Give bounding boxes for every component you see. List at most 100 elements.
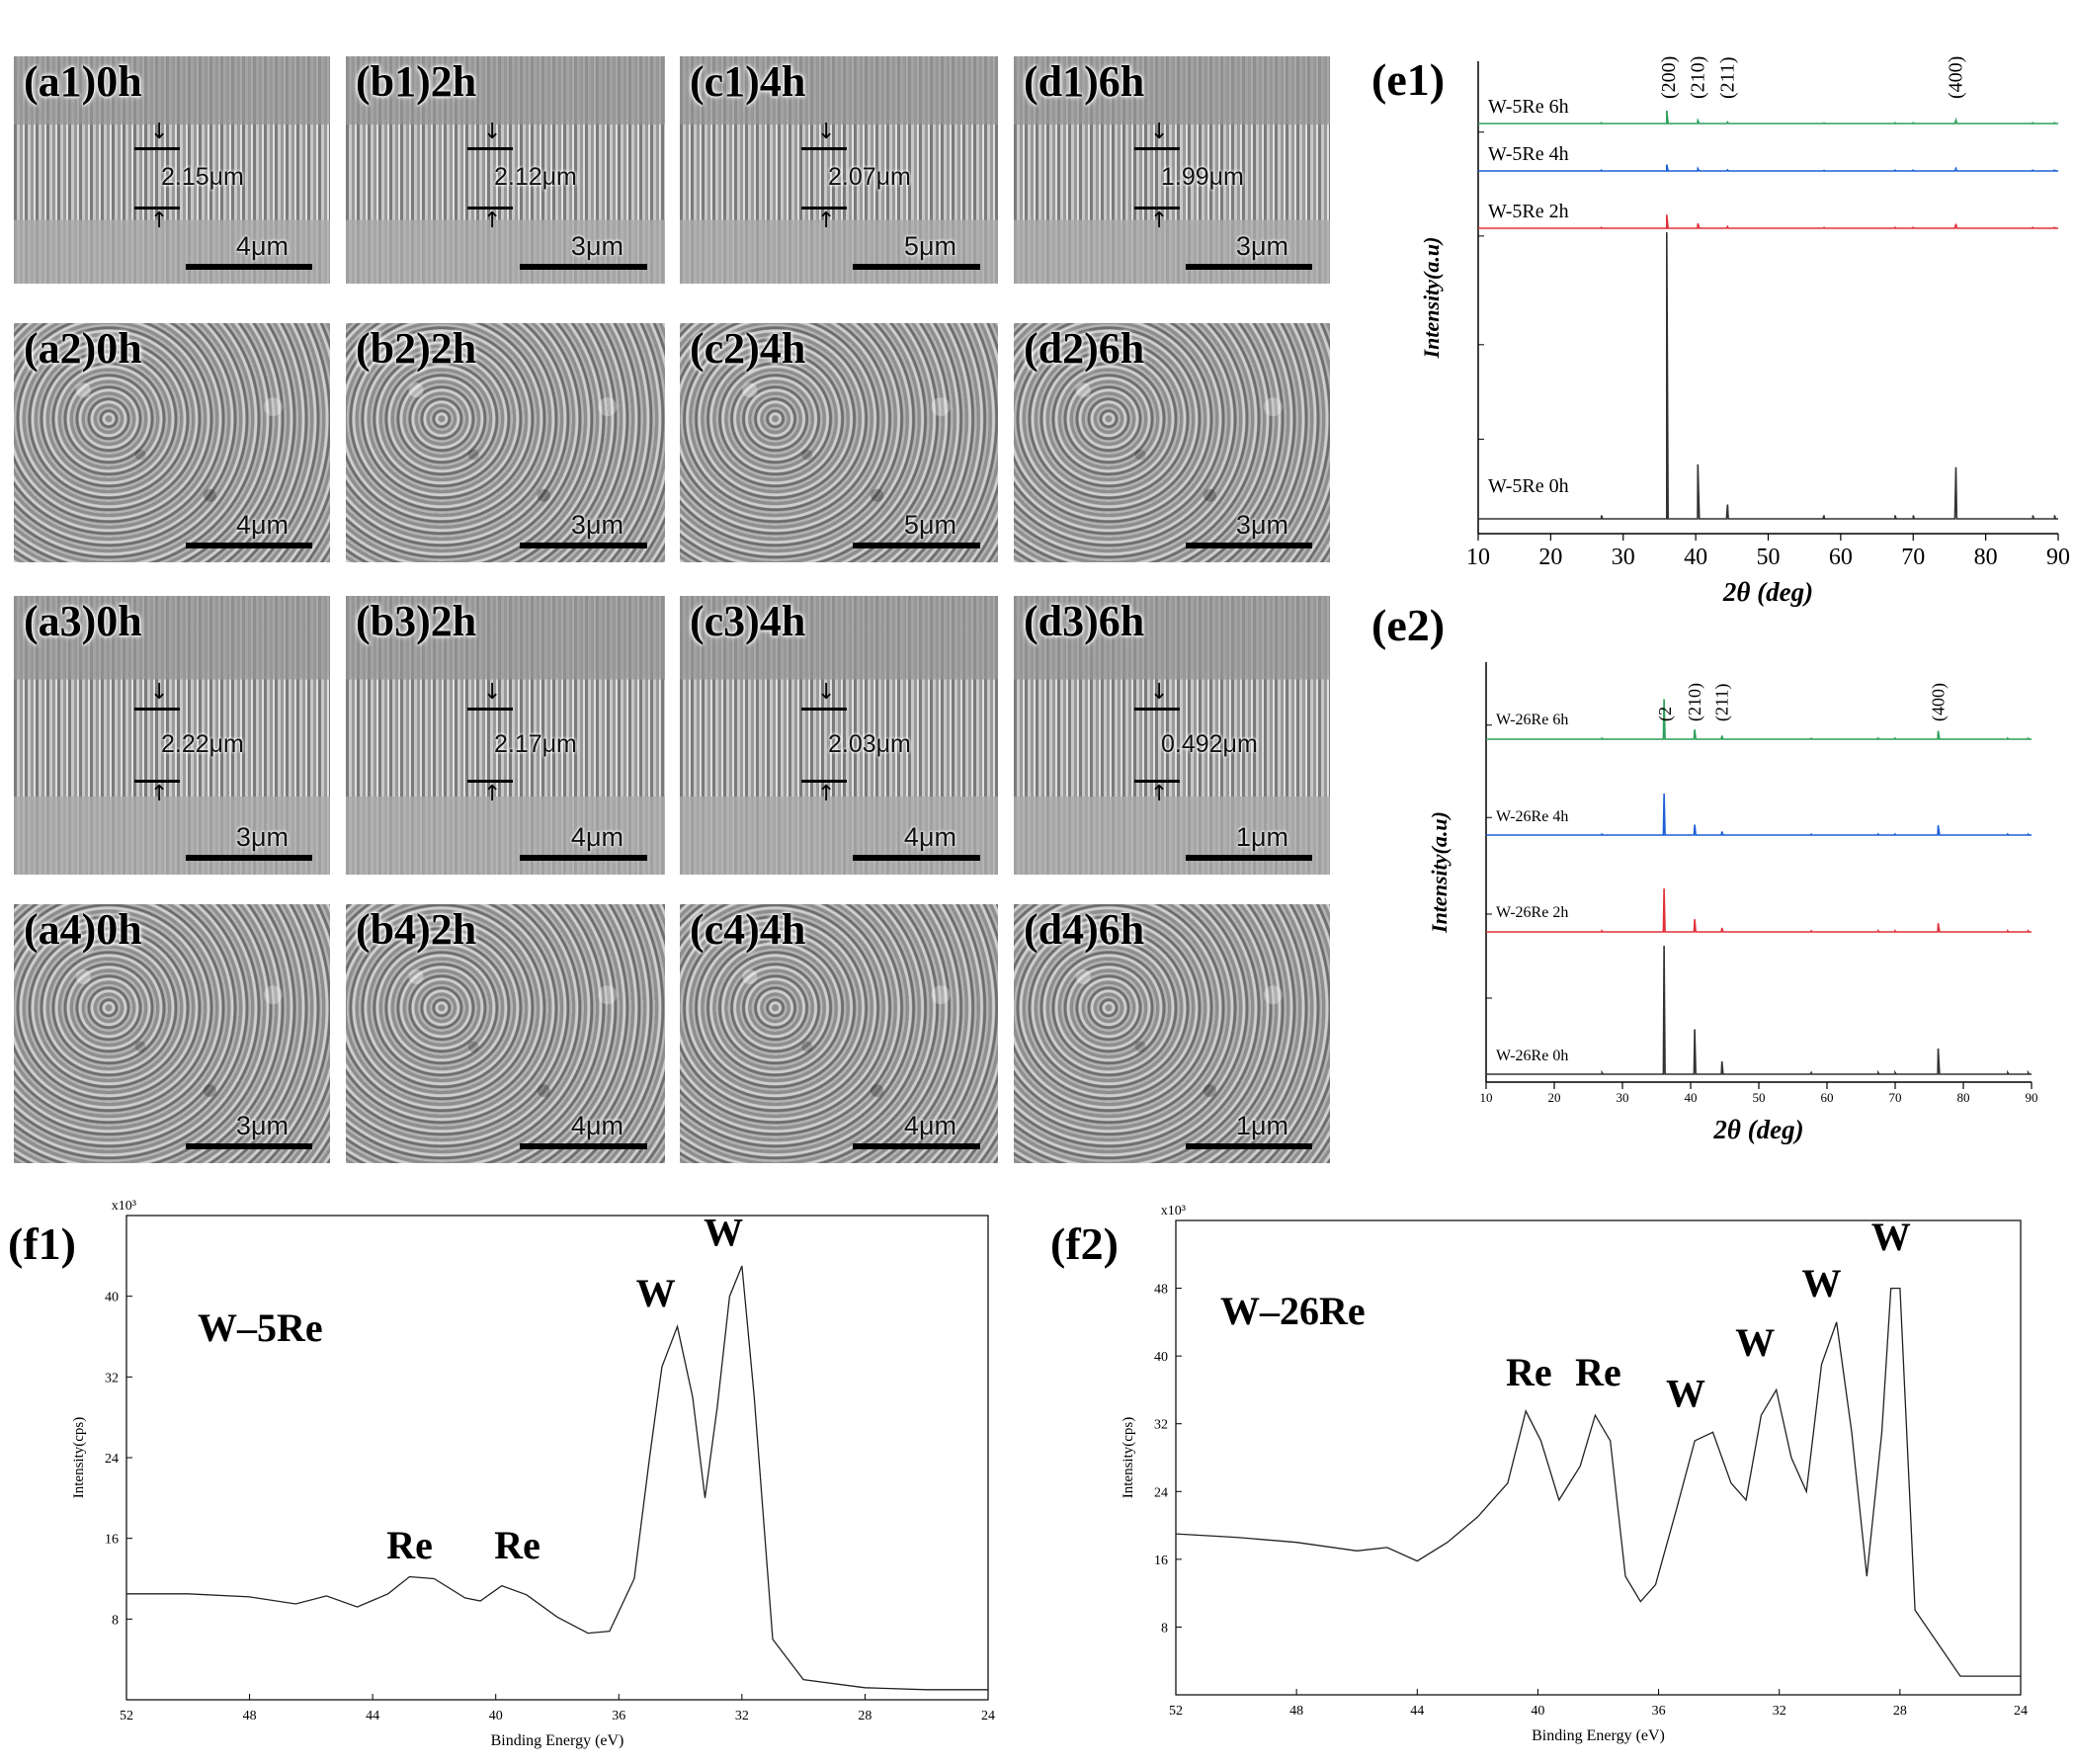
x-tick-label: 44 (1410, 1704, 1424, 1719)
thickness-arrow-up-icon: ↑ (150, 209, 169, 233)
peak-label: (200) (1658, 56, 1680, 99)
sem-surface-image: (d4)6h 1μm (1014, 904, 1330, 1163)
sem-cross-section-image: (d1)6h ↓ ↑ 1.99μm 3μm (1014, 56, 1330, 284)
scale-bar-label: 4μm (235, 510, 289, 540)
xps-chart-w26re: 52 48 44 40 36 32 28 24 8 16 24 32 40 48 x10³ Binding E… (1120, 1204, 2028, 1744)
scale-bar (1186, 543, 1312, 548)
sem-panel-label: (c2)4h (690, 324, 806, 373)
sem-surface-image: (a4)0h 3μm (14, 904, 330, 1163)
film-thickness-label: 2.03μm (828, 730, 911, 758)
x-tick-label: 36 (1652, 1704, 1666, 1719)
x-tick-label: 32 (1773, 1704, 1786, 1719)
film-thickness-label: 0.492μm (1161, 730, 1258, 758)
sem-surface-image: (c2)4h 5μm (680, 323, 998, 562)
sem-panel-label: (d4)6h (1024, 905, 1145, 954)
film-thickness-label: 1.99μm (1161, 163, 1244, 191)
y-tick-label: 48 (1154, 1283, 1168, 1298)
x-tick-label: 90 (2046, 545, 2070, 570)
x-tick-label: 44 (366, 1709, 379, 1723)
scale-bar-label: 3μm (235, 1111, 289, 1140)
x-tick-label: 24 (2014, 1704, 2028, 1719)
y-tick-label: 40 (105, 1291, 119, 1305)
sem-cross-section-image: (c1)4h ↓ ↑ 2.07μm 5μm (680, 56, 998, 284)
scale-bar-label: 4μm (570, 822, 623, 852)
x-tick-label: 40 (1531, 1704, 1544, 1719)
peak-annotation: Re (1506, 1350, 1552, 1394)
peak-annotation: W (704, 1211, 743, 1255)
y-axis-label: Intensity(a.u) (1427, 811, 1452, 934)
x-axis-label: 2θ (deg) (1712, 1115, 1803, 1144)
scale-bar-label: 3μm (1235, 510, 1288, 540)
sem-cross-section-image: (a1)0h ↓ ↑ 2.15μm 4μm (14, 56, 330, 284)
series-label: W-26Re 0h (1496, 1048, 1568, 1064)
thickness-marker-bottom (801, 780, 847, 783)
peak-annotation: W (636, 1271, 676, 1315)
x-tick-label: 28 (858, 1709, 872, 1723)
scale-bar (186, 1143, 312, 1149)
series-label: W-5Re 2h (1488, 201, 1569, 222)
xps-spectrum-line (126, 1265, 988, 1691)
xrd-series-line (1486, 945, 2032, 1075)
x-tick-label: 10 (1466, 545, 1490, 570)
thickness-arrow-up-icon: ↑ (1150, 209, 1169, 233)
scale-bar (186, 855, 312, 861)
xps-spectrum-line (1175, 1287, 2021, 1677)
x-tick-label: 70 (1889, 1090, 1902, 1105)
panel-label-e2: (e2) (1371, 600, 1446, 650)
y-axis-label: Intensity(cps) (71, 1417, 87, 1498)
y-axis-label: Intensity(a.u) (1419, 237, 1444, 360)
x-tick-label: 48 (243, 1709, 257, 1723)
thickness-marker-bottom (134, 207, 180, 210)
thickness-arrow-up-icon: ↑ (817, 782, 836, 806)
scale-bar-label: 4μm (903, 822, 956, 852)
x-tick-label: 36 (612, 1709, 625, 1723)
thickness-marker-top (467, 147, 513, 150)
x-tick-label: 60 (1829, 545, 1853, 570)
thickness-marker-bottom (1134, 207, 1180, 210)
sem-panel-label: (d1)6h (1024, 57, 1145, 106)
sem-surface-image: (b4)2h 4μm (346, 904, 665, 1163)
scale-bar (853, 264, 980, 270)
sem-panel-label: (a3)0h (24, 597, 142, 645)
scale-bar-label: 3μm (235, 822, 289, 852)
x-tick-label: 50 (1753, 1090, 1766, 1105)
thickness-marker-top (1134, 147, 1180, 150)
scale-bar-label: 4μm (903, 1111, 956, 1140)
scale-bar-label: 1μm (1235, 822, 1288, 852)
sem-panel-label: (a2)0h (24, 324, 142, 373)
y-tick-label: 24 (1154, 1485, 1168, 1500)
x-tick-label: 40 (489, 1709, 503, 1723)
y-tick-label: 40 (1154, 1350, 1168, 1365)
sem-panel-label: (d3)6h (1024, 597, 1145, 645)
x-tick-label: 90 (2026, 1090, 2038, 1105)
x-axis-label: Binding Energy (eV) (1532, 1727, 1665, 1744)
thickness-marker-top (134, 708, 180, 711)
sem-surface-image: (d2)6h 3μm (1014, 323, 1330, 562)
thickness-arrow-down-icon: ↓ (150, 120, 169, 144)
scale-bar (853, 1143, 980, 1149)
thickness-arrow-up-icon: ↑ (483, 209, 502, 233)
x-tick-label: 52 (120, 1709, 133, 1723)
sem-cross-section-image: (b1)2h ↓ ↑ 2.12μm 3μm (346, 56, 665, 284)
scale-bar (520, 543, 647, 548)
panel-label-f2: (f2) (1050, 1218, 1119, 1269)
xrd-series-line (1486, 699, 2032, 740)
scale-bar-label: 5μm (903, 510, 956, 540)
xps-chart-w5re: 52 48 44 40 36 32 28 24 8 16 24 32 40 x10³ Binding Ene… (71, 1199, 995, 1749)
scale-bar (520, 1143, 647, 1149)
x-tick-label: 20 (1548, 1090, 1561, 1105)
thickness-arrow-up-icon: ↑ (483, 782, 502, 806)
thickness-marker-top (801, 708, 847, 711)
y-tick-label: 32 (105, 1371, 119, 1386)
x-tick-label: 30 (1612, 545, 1635, 570)
scale-bar (1186, 264, 1312, 270)
sem-panel-label: (b2)2h (356, 324, 477, 373)
thickness-marker-bottom (467, 780, 513, 783)
scale-bar-label: 3μm (570, 510, 623, 540)
scale-bar (186, 543, 312, 548)
x-tick-label: 80 (1957, 1090, 1970, 1105)
peak-label: (400) (1928, 683, 1949, 721)
peak-label: (400) (1946, 56, 1967, 99)
sem-surface-image: (c4)4h 4μm (680, 904, 998, 1163)
peak-annotation: W (1735, 1320, 1775, 1365)
